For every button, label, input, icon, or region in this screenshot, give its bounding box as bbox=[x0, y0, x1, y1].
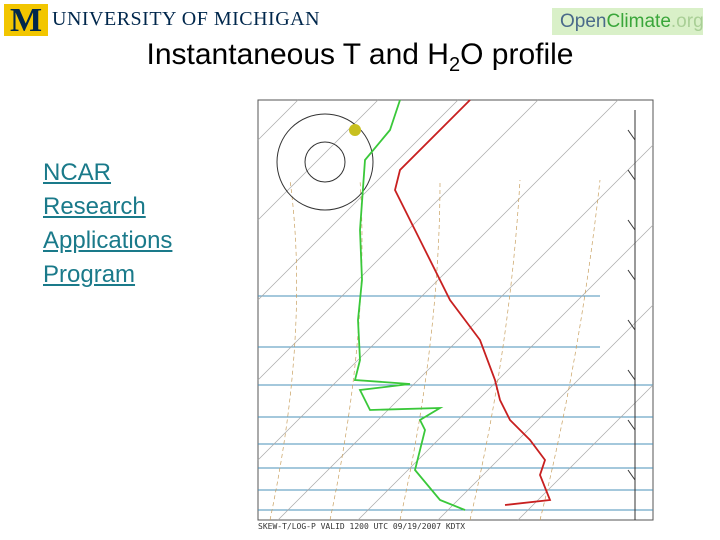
logo-part: .org bbox=[670, 11, 704, 32]
hodograph-ring bbox=[276, 113, 374, 211]
logo-block: M bbox=[4, 4, 48, 38]
title-part: O profile bbox=[460, 38, 574, 71]
adiabats bbox=[269, 179, 601, 521]
temperature-profile bbox=[394, 99, 552, 506]
frame bbox=[257, 99, 654, 521]
isobars bbox=[258, 295, 653, 511]
title-sub: 2 bbox=[448, 54, 461, 76]
logo-part: Open bbox=[560, 11, 607, 32]
isotherms bbox=[257, 99, 654, 521]
skew-t-diagram bbox=[257, 99, 654, 521]
logo-part: Climate bbox=[606, 11, 671, 32]
hodograph-point bbox=[349, 124, 361, 136]
title-part: Instantaneous T and H bbox=[146, 38, 449, 71]
link[interactable]: NCAR Research Applications Program bbox=[43, 159, 173, 288]
university-name: UNIVERSITY OF MICHIGAN bbox=[52, 8, 321, 30]
slide-title: Instantaneous T and H2O profile bbox=[0, 38, 720, 77]
hodograph-ring bbox=[304, 141, 346, 183]
wind-barbs bbox=[627, 110, 636, 520]
dewpoint-profile bbox=[353, 99, 466, 511]
partner-logo: OpenClimate.org bbox=[552, 8, 704, 35]
figure-caption: SKEW-T/LOG-P VALID 1200 UTC 09/19/2007 K… bbox=[258, 522, 466, 531]
